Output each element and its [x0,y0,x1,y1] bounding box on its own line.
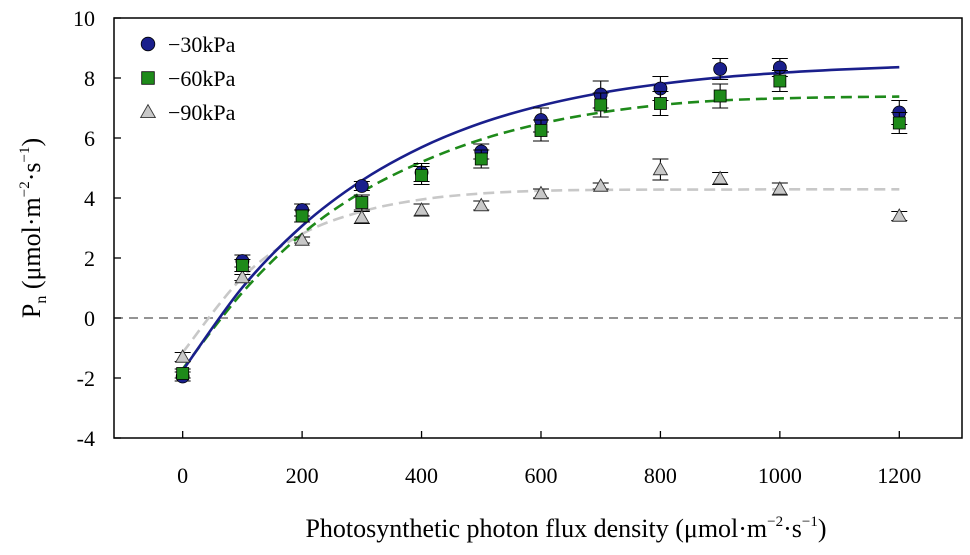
y-tick-label: 2 [84,246,95,271]
data-point [295,209,309,223]
y-tick-label: 8 [84,66,95,91]
data-point [654,97,667,110]
x-axis-title-sup2: −1 [802,514,818,530]
x-axis-title: Photosynthetic photon flux density (μmol… [305,514,826,543]
data-point [234,269,251,284]
x-tick-label: 1200 [877,463,921,488]
data-point [652,161,669,176]
y-axis-title-sup1: −2 [17,181,33,197]
x-axis-title-end: ) [818,514,827,543]
data-point [473,197,490,212]
data-points [174,57,908,384]
data-point [773,74,787,88]
series-points [174,57,908,384]
legend-marker [139,103,157,118]
fit-curve [181,187,900,354]
fit-curve [181,95,900,370]
data-point [174,349,191,363]
x-tick-label: 600 [524,463,557,488]
data-point [891,208,908,222]
data-point [413,202,430,216]
legend-marker [140,36,156,52]
y-axis-title-sub: n [33,296,50,304]
series-points [174,158,908,363]
y-axis-title-end: ) [17,138,46,147]
data-point [594,98,608,112]
data-point [592,178,609,192]
y-tick-label: -2 [77,366,95,391]
x-tick-label: 400 [405,463,438,488]
data-point [892,116,906,130]
data-point [235,259,249,272]
data-point [415,169,428,182]
y-tick-label: 10 [73,6,95,31]
data-point [294,232,310,246]
data-point [355,196,369,209]
y-tick-label: 6 [84,126,95,151]
data-point [354,179,369,193]
y-tick-label: -4 [77,426,95,451]
data-point [713,89,727,103]
y-axis-title-mid: ·s [17,162,46,181]
x-tick-label: 800 [644,463,677,488]
data-point [712,170,728,185]
y-axis-title-p: P [17,304,46,318]
legend-label: −60kPa [168,66,236,91]
data-point [474,152,488,166]
y-axis-title-sup2: −1 [17,147,33,163]
x-axis-title-sup1: −2 [767,514,783,530]
data-point [354,209,370,224]
y-tick-label: 4 [84,186,95,211]
x-axis-title-main: Photosynthetic photon flux density (μmol… [305,514,767,543]
x-axis-title-mid: ·s [783,514,802,543]
x-tick-label: 1000 [758,463,802,488]
y-tick-label: 0 [84,306,95,331]
data-point [176,367,190,380]
x-tick-label: 0 [177,463,188,488]
legend: −30kPa −60kPa −90kPa [139,32,236,125]
series-points [174,69,908,380]
plot-frame [113,17,963,439]
y-axis-title-rest: (μmol·m [17,197,46,295]
data-point [533,185,549,200]
legend-label: −30kPa [168,32,236,57]
y-axis-title: Pn (μmol·m−2·s−1) [17,138,50,318]
data-point [772,181,788,195]
axis-ticks: 0 200 400 600 800 1000 1200 -4 -2 0 2 4 6 8 10 [73,6,921,488]
data-point [534,124,548,137]
x-tick-label: 200 [286,463,319,488]
legend-marker [141,71,155,85]
data-point [713,62,728,76]
legend-label: −90kPa [168,100,236,125]
